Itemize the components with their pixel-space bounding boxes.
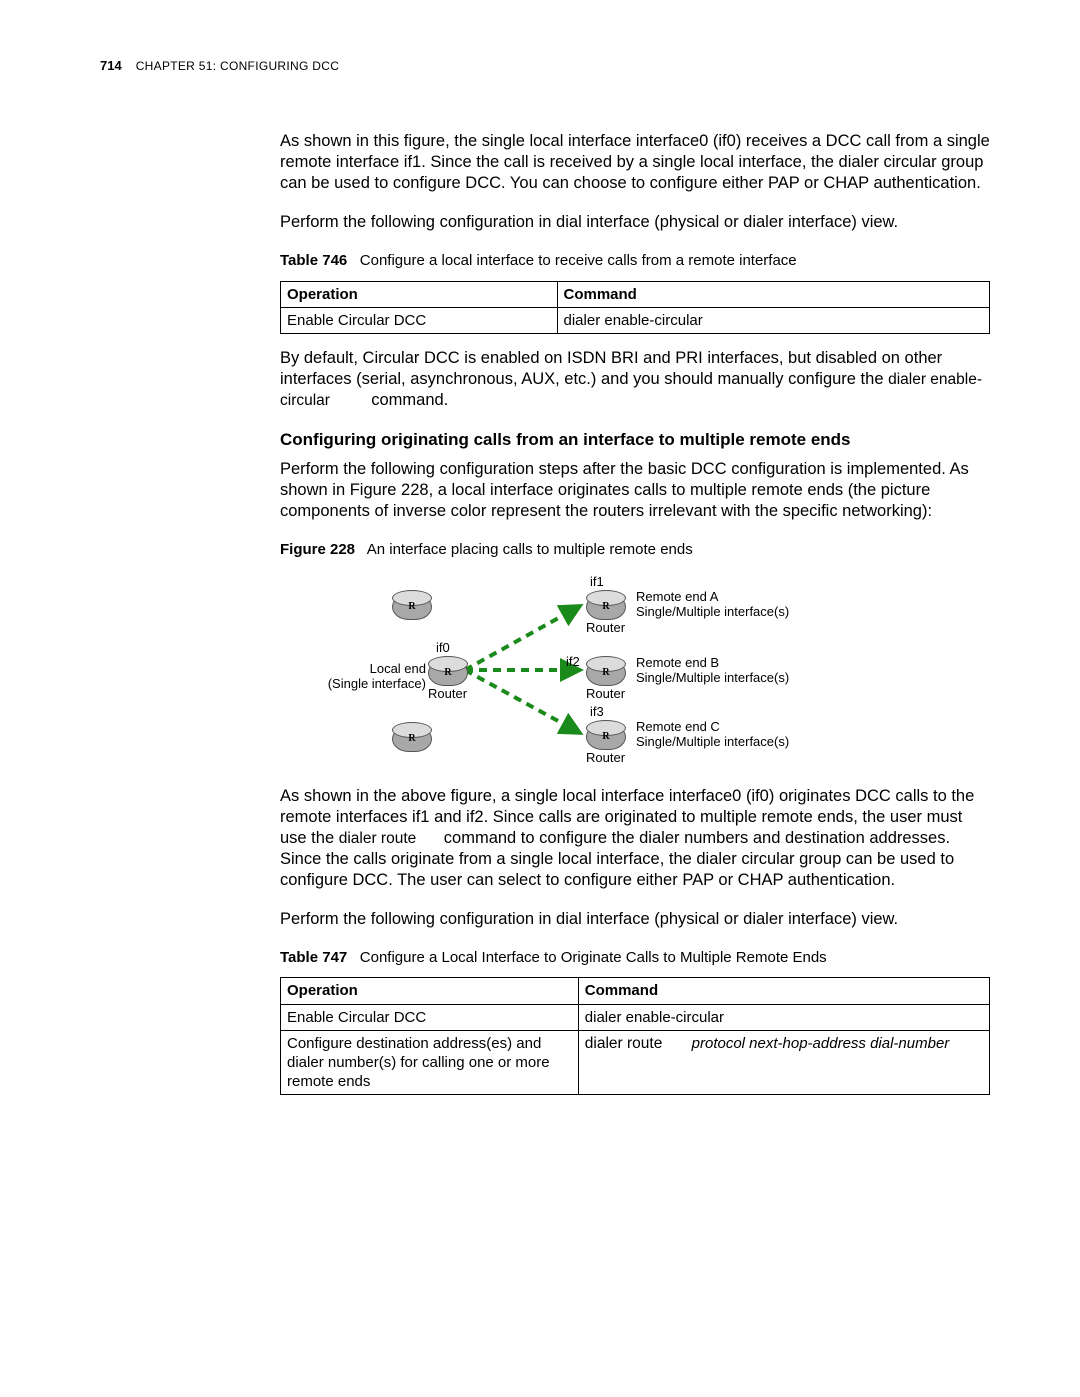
table-header: Command xyxy=(557,281,990,307)
table-caption-text: Configure a local interface to receive c… xyxy=(360,252,797,269)
table-caption-text: Configure a Local Interface to Originate… xyxy=(360,949,827,966)
paragraph: As shown in the above figure, a single l… xyxy=(280,786,990,892)
table-header: Operation xyxy=(281,978,579,1004)
remote-end-label: Remote end A Single/Multiple interface(s… xyxy=(636,590,789,620)
page-number: 714 xyxy=(100,58,122,73)
text: command. xyxy=(367,391,449,409)
table-label: Table 746 xyxy=(280,252,347,269)
italic-text: protocol next-hop-address dial-number xyxy=(692,1035,950,1052)
page: 714 CHAPTER 51: CONFIGURING DCC As shown… xyxy=(0,0,1080,1397)
remote-end-label: Remote end C Single/Multiple interface(s… xyxy=(636,720,789,750)
router-caption: Router xyxy=(586,620,625,637)
if-label: if0 xyxy=(436,640,450,657)
router-icon: R xyxy=(392,590,430,618)
code-text: dialer route xyxy=(585,1035,667,1052)
text: Remote end C xyxy=(636,719,720,734)
if-label: if3 xyxy=(590,704,604,721)
local-end-label: Local end (Single interface) xyxy=(322,662,426,692)
paragraph: Perform the following configuration step… xyxy=(280,459,990,522)
router-icon: R xyxy=(428,656,466,684)
text: Single/Multiple interface(s) xyxy=(636,670,789,685)
text: Local end xyxy=(370,661,426,676)
text: Single/Multiple interface(s) xyxy=(636,734,789,749)
code-text: dialer route xyxy=(339,830,417,847)
paragraph: By default, Circular DCC is enabled on I… xyxy=(280,348,990,411)
table-cell: Configure destination address(es) and di… xyxy=(281,1030,579,1095)
table-caption: Table 746 Configure a local interface to… xyxy=(280,251,990,270)
figure-caption-text: An interface placing calls to multiple r… xyxy=(367,541,693,558)
remote-end-label: Remote end B Single/Multiple interface(s… xyxy=(636,656,789,686)
router-icon: R xyxy=(392,722,430,750)
table-cell: dialer enable-circular xyxy=(557,307,990,333)
table-747: Operation Command Enable Circular DCC di… xyxy=(280,977,990,1095)
text: Remote end B xyxy=(636,655,719,670)
table-header: Command xyxy=(578,978,989,1004)
router-caption: Router xyxy=(586,686,625,703)
if-label: if2 xyxy=(566,654,580,671)
text: Remote end A xyxy=(636,589,718,604)
figure-228: R R R R R R if1 if0 if2 if3 Router Route… xyxy=(300,570,860,770)
router-caption: Router xyxy=(428,686,467,703)
figure-label: Figure 228 xyxy=(280,541,355,558)
table-cell: Enable Circular DCC xyxy=(281,307,558,333)
table-label: Table 747 xyxy=(280,949,347,966)
subheading: Configuring originating calls from an in… xyxy=(280,429,990,451)
table-746: Operation Command Enable Circular DCC di… xyxy=(280,281,990,334)
table-caption: Table 747 Configure a Local Interface to… xyxy=(280,948,990,967)
paragraph: Perform the following configuration in d… xyxy=(280,212,990,233)
table-cell: dialer route protocol next-hop-address d… xyxy=(578,1030,989,1095)
if-label: if1 xyxy=(590,574,604,591)
text: By default, Circular DCC is enabled on I… xyxy=(280,349,942,388)
chapter-label: CHAPTER 51: CONFIGURING DCC xyxy=(136,59,339,73)
table-cell: dialer enable-circular xyxy=(578,1004,989,1030)
paragraph: Perform the following configuration in d… xyxy=(280,909,990,930)
router-caption: Router xyxy=(586,750,625,767)
router-icon: R xyxy=(586,720,624,748)
text: Single/Multiple interface(s) xyxy=(636,604,789,619)
figure-caption: Figure 228 An interface placing calls to… xyxy=(280,540,990,559)
paragraph: As shown in this figure, the single loca… xyxy=(280,131,990,194)
router-icon: R xyxy=(586,656,624,684)
content-column: As shown in this figure, the single loca… xyxy=(280,131,990,1095)
page-header: 714 CHAPTER 51: CONFIGURING DCC xyxy=(100,58,992,73)
text: (Single interface) xyxy=(328,676,426,691)
table-header: Operation xyxy=(281,281,558,307)
router-icon: R xyxy=(586,590,624,618)
table-cell: Enable Circular DCC xyxy=(281,1004,579,1030)
